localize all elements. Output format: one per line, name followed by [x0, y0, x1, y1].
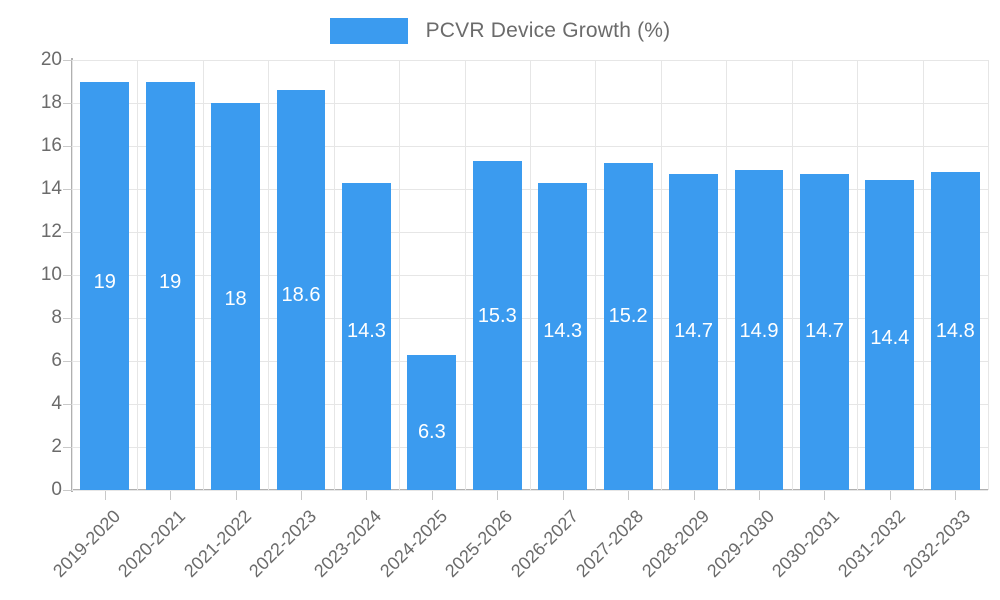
y-axis-tick-label: 8: [51, 307, 62, 328]
x-axis-tick-label: 2028-2029: [637, 506, 713, 582]
bar-value-label: 14.3: [543, 320, 583, 343]
x-axis-tick-label: 2031-2032: [833, 506, 909, 582]
x-axis-tick-label: 2024-2025: [375, 506, 451, 582]
legend-color-swatch: [329, 18, 408, 44]
bar[interactable]: [930, 171, 980, 490]
y-axis-tick-label: 4: [51, 393, 62, 414]
x-axis-tick-label: 2030-2031: [768, 506, 844, 582]
y-axis-tick-label: 10: [40, 264, 62, 285]
legend-label: PCVR Device Growth (%): [425, 19, 671, 42]
x-axis-tick-mark: [628, 491, 629, 500]
bar-value-label: 14.3: [346, 320, 386, 343]
chart-legend: PCVR Device Growth (%): [0, 14, 1000, 48]
x-axis-tick-mark: [497, 491, 498, 500]
y-axis-tick-label: 2: [51, 436, 62, 457]
x-axis-tick-mark: [824, 491, 825, 500]
x-axis-tick-label: 2027-2028: [572, 506, 648, 582]
x-axis-tick-label: 2020-2021: [114, 506, 190, 582]
bar-value-label: 14.4: [870, 326, 910, 349]
bar-value-label: 14.9: [739, 320, 779, 343]
bar[interactable]: [211, 103, 260, 490]
bar-value-label: 14.7: [804, 320, 844, 343]
gridline-vertical: [792, 60, 793, 490]
x-axis-tick-mark: [170, 491, 171, 500]
y-axis-tick-label: 0: [51, 479, 62, 500]
bar[interactable]: [538, 182, 588, 490]
x-axis-tick-label: 2026-2027: [506, 506, 582, 582]
bar-value-label: 14.7: [674, 320, 714, 343]
x-axis-tick-label: 2023-2024: [310, 506, 386, 582]
gridline-horizontal: [72, 490, 988, 491]
y-axis-tick-label: 12: [40, 221, 62, 242]
gridline-vertical: [726, 60, 727, 490]
gridline-vertical: [72, 60, 73, 490]
x-axis-tick-mark: [105, 491, 106, 500]
x-axis-tick-mark: [563, 491, 564, 500]
x-axis-tick-label: 2025-2026: [441, 506, 517, 582]
bar[interactable]: [145, 81, 195, 490]
y-axis-tick-label: 20: [40, 49, 62, 70]
gridline-vertical: [595, 60, 596, 490]
x-axis-tick-mark: [366, 491, 367, 500]
bar-value-label: 15.2: [608, 305, 648, 327]
bar-value-label: 14.8: [935, 320, 975, 343]
gridline-vertical: [268, 60, 269, 490]
x-axis-tick-label: 2019-2020: [48, 506, 124, 582]
bar[interactable]: [276, 90, 326, 490]
bar[interactable]: [80, 81, 130, 490]
x-axis-tick-mark: [301, 491, 302, 500]
bar[interactable]: [669, 173, 718, 490]
bar-value-label: 6.3: [417, 421, 446, 444]
x-axis-tick-mark: [759, 491, 760, 500]
x-axis-tick-mark: [890, 491, 891, 500]
bar[interactable]: [472, 161, 522, 490]
gridline-vertical: [661, 60, 662, 490]
x-axis-tick-label: 2022-2023: [245, 506, 321, 582]
gridline-vertical: [334, 60, 335, 490]
bar[interactable]: [342, 182, 391, 490]
bar[interactable]: [734, 169, 784, 490]
bar-value-label: 19: [93, 270, 116, 293]
bar[interactable]: [800, 173, 849, 490]
y-axis-tick-label: 18: [40, 92, 62, 113]
bar[interactable]: [407, 354, 457, 490]
x-axis-tick-mark: [432, 491, 433, 500]
bar[interactable]: [603, 163, 653, 490]
gridline-vertical: [399, 60, 400, 490]
plot-area: 19 19 18 18.6 14.3 6.3 15.3 14.3 15.2 14.7 14.9 14.…: [72, 60, 989, 491]
y-axis-tick-label: 14: [40, 178, 62, 199]
bar-value-label: 15.3: [477, 305, 517, 327]
gridline-vertical: [465, 60, 466, 490]
x-axis-tick-mark: [955, 491, 956, 500]
gridline-vertical: [530, 60, 531, 490]
x-axis-tick-label: 2029-2030: [703, 506, 779, 582]
x-axis-tick-mark: [236, 491, 237, 500]
y-axis-tick-label: 6: [51, 350, 62, 371]
bar-value-label: 19: [159, 270, 182, 293]
gridline-vertical: [857, 60, 858, 490]
gridline-vertical: [988, 60, 989, 490]
x-axis-tick-mark: [694, 491, 695, 500]
bar-value-label: 18: [224, 287, 247, 310]
x-axis-tick-label: 2021-2022: [179, 506, 255, 582]
bar-value-label: 18.6: [281, 283, 321, 306]
bar[interactable]: [865, 180, 915, 490]
x-axis-tick-label: 2032-2033: [899, 506, 975, 582]
legend-item[interactable]: PCVR Device Growth (%): [329, 18, 671, 44]
gridline-vertical: [137, 60, 138, 490]
gridline-vertical: [203, 60, 204, 490]
y-axis-tick-label: 16: [40, 135, 62, 156]
gridline-vertical: [923, 60, 924, 490]
